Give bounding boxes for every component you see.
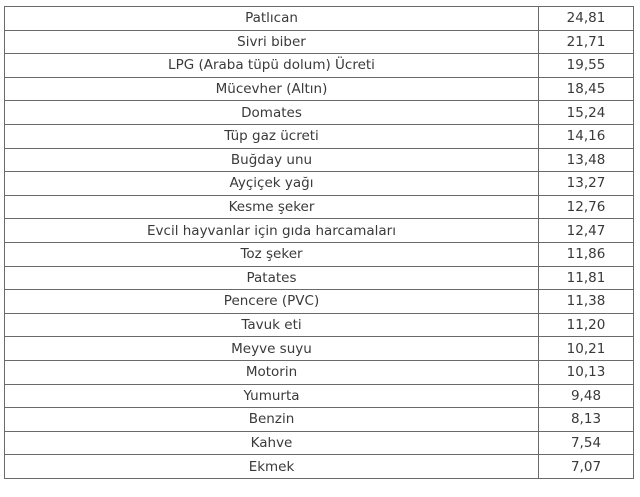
value-cell: 12,76 [538, 194, 634, 220]
item-name-cell: LPG (Araba tüpü dolum) Ücreti [4, 53, 539, 78]
value-cell: 12,47 [538, 218, 634, 243]
item-name-cell: Ayçiçek yağı [4, 171, 539, 196]
table-row: Toz şeker 11,86 [4, 241, 634, 267]
table-row: Pencere (PVC) 11,38 [4, 289, 634, 314]
value-cell: 11,38 [538, 289, 634, 314]
value-cell: 24,81 [538, 6, 634, 31]
value-cell: 21,71 [538, 29, 634, 55]
item-name-cell: Benzin [4, 407, 539, 432]
value-cell: 13,27 [538, 171, 634, 196]
value-cell: 7,54 [538, 430, 634, 456]
value-cell: 11,86 [538, 241, 634, 267]
table-row: Yumurta 9,48 [4, 383, 634, 409]
item-name-cell: Buğday unu [4, 147, 539, 173]
item-name-cell: Kesme şeker [4, 194, 539, 220]
table-row: Motorin 10,13 [4, 359, 634, 385]
value-cell: 19,55 [538, 53, 634, 78]
value-cell: 11,20 [538, 312, 634, 338]
item-name-cell: Sivri biber [4, 29, 539, 55]
item-name-cell: Motorin [4, 359, 539, 385]
table-row: Evcil hayvanlar için gıda harcamaları 12,… [4, 218, 634, 243]
table-row: Patates 11,81 [4, 265, 634, 291]
value-cell: 7,07 [538, 454, 634, 479]
item-name-cell: Domates [4, 100, 539, 125]
table-row: Ayçiçek yağı 13,27 [4, 171, 634, 196]
value-cell: 11,81 [538, 265, 634, 291]
table-row: Kahve 7,54 [4, 430, 634, 456]
item-name-cell: Mücevher (Altın) [4, 76, 539, 102]
item-name-cell: Kahve [4, 430, 539, 456]
item-name-cell: Patlıcan [4, 6, 539, 31]
table-row: Sivri biber 21,71 [4, 29, 634, 55]
item-name-cell: Meyve suyu [4, 336, 539, 361]
item-name-cell: Toz şeker [4, 241, 539, 267]
value-cell: 18,45 [538, 76, 634, 102]
value-cell: 8,13 [538, 407, 634, 432]
value-cell: 13,48 [538, 147, 634, 173]
table-row: Patlıcan 24,81 [4, 6, 634, 31]
table-row: Benzin 8,13 [4, 407, 634, 432]
table-row: Domates 15,24 [4, 100, 634, 125]
item-name-cell: Tavuk eti [4, 312, 539, 338]
table-row: Meyve suyu 10,21 [4, 336, 634, 361]
item-name-cell: Evcil hayvanlar için gıda harcamaları [4, 218, 539, 243]
price-increase-table: Patlıcan 24,81 Sivri biber 21,71 LPG (Araba … [4, 6, 634, 479]
table-row: Buğday unu 13,48 [4, 147, 634, 173]
table-row: Tavuk eti 11,20 [4, 312, 634, 338]
value-cell: 14,16 [538, 123, 634, 149]
value-cell: 15,24 [538, 100, 634, 125]
value-cell: 9,48 [538, 383, 634, 409]
value-cell: 10,21 [538, 336, 634, 361]
item-name-cell: Ekmek [4, 454, 539, 479]
table-body: Patlıcan 24,81 Sivri biber 21,71 LPG (Araba … [4, 6, 634, 479]
table-row: LPG (Araba tüpü dolum) Ücreti 19,55 [4, 53, 634, 78]
table-row: Ekmek 7,07 [4, 454, 634, 479]
item-name-cell: Tüp gaz ücreti [4, 123, 539, 149]
item-name-cell: Patates [4, 265, 539, 291]
table-row: Mücevher (Altın) 18,45 [4, 76, 634, 102]
item-name-cell: Yumurta [4, 383, 539, 409]
item-name-cell: Pencere (PVC) [4, 289, 539, 314]
value-cell: 10,13 [538, 359, 634, 385]
table-row: Tüp gaz ücreti 14,16 [4, 123, 634, 149]
table-row: Kesme şeker 12,76 [4, 194, 634, 220]
